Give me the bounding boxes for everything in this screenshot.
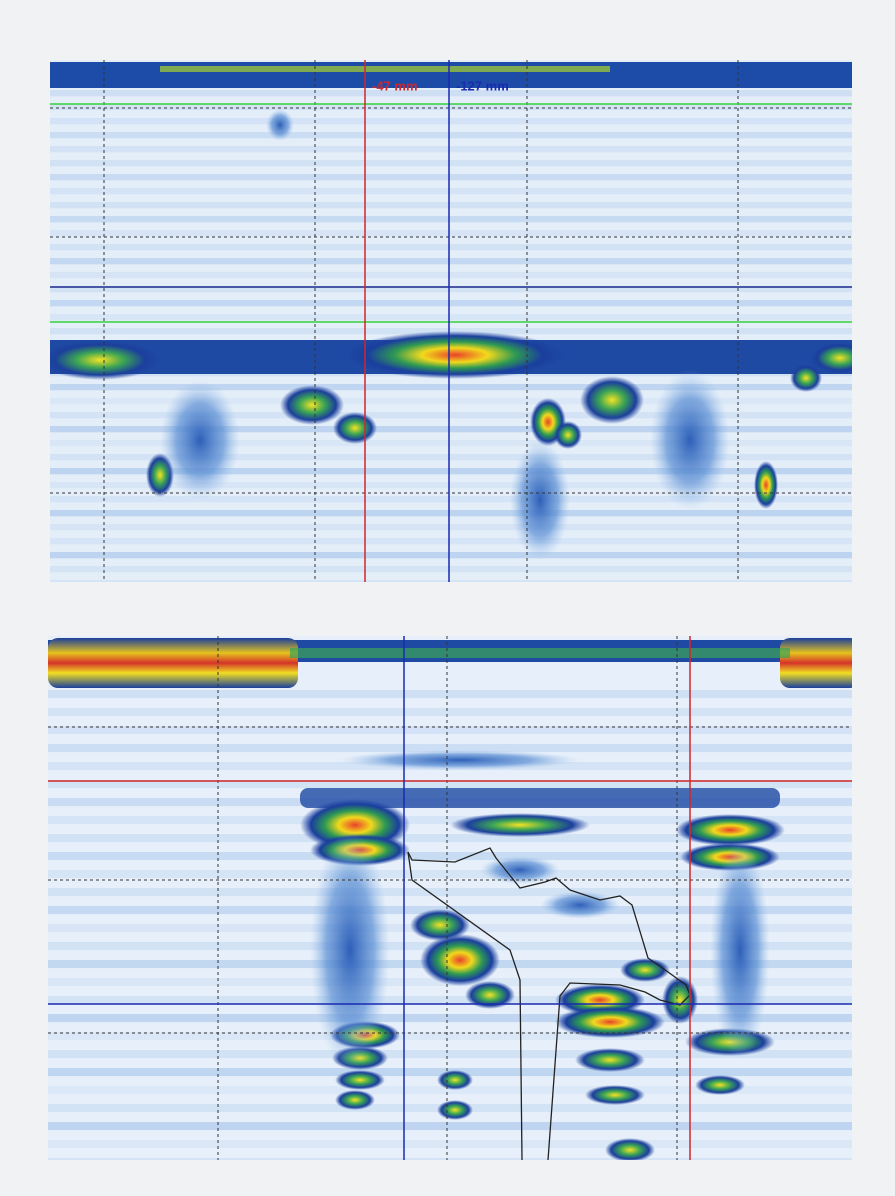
shadow — [160, 380, 240, 500]
stripe — [50, 132, 852, 138]
scan-viewer: -47 mm -127 mm — [0, 0, 895, 1196]
stripe — [50, 118, 852, 124]
stripe — [48, 1122, 852, 1130]
echo — [340, 750, 580, 770]
stripe — [50, 580, 852, 586]
echo — [754, 461, 778, 509]
echo — [605, 1138, 655, 1162]
stripe — [48, 1158, 852, 1166]
cursor-label: -127 mm — [456, 78, 509, 93]
stripe — [50, 384, 852, 390]
stripe — [50, 230, 852, 236]
stripe — [50, 258, 852, 264]
stripe — [48, 1140, 852, 1148]
echo — [437, 1070, 473, 1090]
stripe — [50, 202, 852, 208]
stripe — [50, 146, 852, 152]
bottom-panel — [48, 636, 860, 1166]
echo — [575, 1048, 645, 1072]
echo — [335, 1090, 375, 1110]
stripe — [48, 690, 852, 698]
echo — [437, 1100, 473, 1120]
echo — [580, 376, 644, 424]
stripe — [50, 300, 852, 306]
stripe — [50, 188, 852, 194]
surface-band — [50, 62, 852, 88]
stripe — [50, 160, 852, 166]
shadow — [266, 109, 294, 141]
stripe — [50, 216, 852, 222]
echo — [554, 421, 582, 449]
surface-echo — [780, 638, 860, 688]
echo — [662, 976, 698, 1024]
surface-echo — [48, 638, 298, 688]
stripe — [48, 708, 852, 716]
echo — [333, 412, 377, 444]
echo — [465, 981, 515, 1009]
echo — [40, 340, 160, 380]
echo — [420, 934, 500, 986]
echo — [335, 1070, 385, 1090]
stripe — [50, 272, 852, 278]
echo — [345, 331, 565, 379]
stripe — [50, 314, 852, 320]
shadow — [710, 840, 770, 1060]
stripe — [50, 510, 852, 516]
stripe — [50, 566, 852, 572]
shadow — [310, 830, 390, 1070]
shadow — [650, 370, 730, 510]
shadow — [510, 440, 570, 560]
echo — [790, 364, 822, 392]
echo — [675, 814, 785, 846]
stripe — [50, 174, 852, 180]
cursor-label: -47 mm — [372, 78, 418, 93]
echo — [280, 385, 344, 425]
top-panel: -47 mm -127 mm — [40, 60, 870, 586]
echo — [585, 1085, 645, 1105]
stripe — [50, 104, 852, 110]
echo — [410, 909, 470, 941]
echo — [450, 813, 590, 837]
echo — [620, 958, 670, 982]
stripe — [50, 538, 852, 544]
stripe — [50, 496, 852, 502]
stripe — [50, 524, 852, 530]
stripe — [50, 244, 852, 250]
stripe — [50, 552, 852, 558]
echo — [695, 1075, 745, 1095]
surface-echo — [290, 648, 790, 658]
echo — [810, 342, 870, 374]
stripe — [50, 90, 852, 96]
echo — [540, 891, 620, 919]
surface-band — [160, 66, 610, 72]
